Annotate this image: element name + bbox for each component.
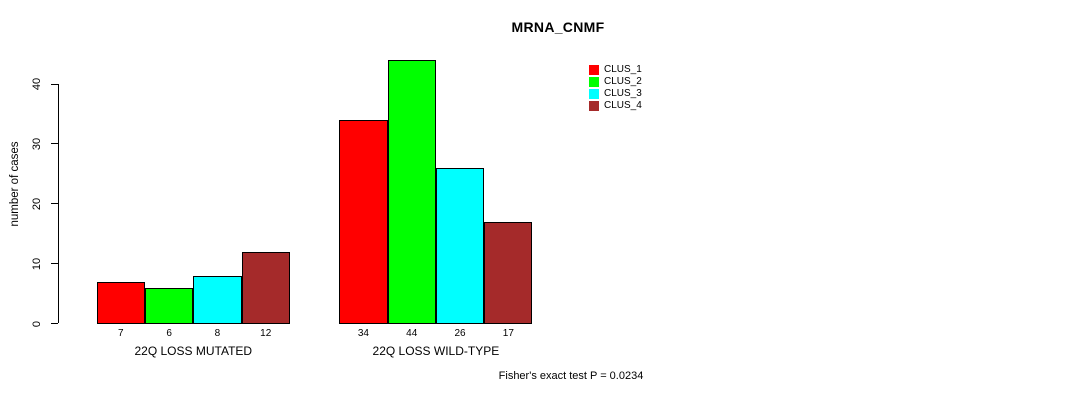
bar-value-label: 7 [118, 327, 124, 339]
y-axis-tick [51, 323, 58, 324]
legend-swatch-clus-3 [589, 89, 599, 99]
y-axis-tick-label: 30 [31, 137, 43, 151]
y-axis-tick-label: 0 [31, 320, 43, 327]
y-axis-label: number of cases [9, 141, 21, 227]
bar-clus-1-22q-loss-wild-type [339, 120, 388, 324]
bar-value-label: 17 [502, 327, 514, 339]
bar-clus-2-22q-loss-mutated [145, 287, 194, 324]
bar-clus-1-22q-loss-mutated [96, 281, 145, 324]
legend-label: CLUS_3 [604, 88, 642, 99]
y-axis-tick [51, 203, 58, 205]
legend-label: CLUS_2 [604, 76, 642, 87]
y-axis-tick [51, 83, 58, 85]
bar-value-label: 44 [406, 327, 418, 339]
legend: CLUS_1 CLUS_2 CLUS_3 CLUS_4 [589, 64, 642, 112]
bar-value-label: 8 [214, 327, 221, 339]
legend-swatch-clus-4 [589, 101, 599, 111]
legend-item-clus-2: CLUS_2 [589, 76, 642, 88]
bar-value-label: 26 [454, 327, 466, 339]
bar-clus-2-22q-loss-wild-type [387, 60, 436, 324]
legend-label: CLUS_1 [604, 64, 642, 75]
category-label-22q-loss-wild-type: 22Q LOSS WILD-TYPE [372, 344, 500, 358]
bar-value-label: 34 [357, 327, 369, 339]
bar-clus-3-22q-loss-wild-type [435, 167, 485, 324]
chart-title: MRNA_CNMF [511, 19, 605, 35]
y-axis-tick [51, 263, 58, 265]
bar-value-label: 12 [260, 327, 272, 339]
y-axis-tick [51, 143, 58, 145]
y-axis-tick-label: 10 [31, 257, 43, 270]
legend-swatch-clus-2 [589, 77, 599, 87]
y-axis-line [58, 84, 59, 324]
legend-item-clus-4: CLUS_4 [589, 100, 642, 112]
y-axis-tick-label: 40 [31, 77, 43, 91]
legend-item-clus-1: CLUS_1 [589, 64, 642, 76]
bar-value-label: 6 [166, 327, 172, 339]
category-label-22q-loss-mutated: 22Q LOSS MUTATED [134, 344, 253, 358]
bar-clus-4-22q-loss-wild-type [484, 221, 533, 324]
bar-clus-4-22q-loss-mutated [241, 251, 290, 324]
annotation-pvalue: Fisher's exact test P = 0.0234 [498, 370, 644, 382]
y-axis-tick-label: 20 [31, 197, 43, 210]
bar-clus-3-22q-loss-mutated [193, 275, 242, 324]
legend-item-clus-3: CLUS_3 [589, 88, 642, 100]
legend-label: CLUS_4 [604, 100, 642, 111]
legend-swatch-clus-1 [589, 65, 599, 75]
